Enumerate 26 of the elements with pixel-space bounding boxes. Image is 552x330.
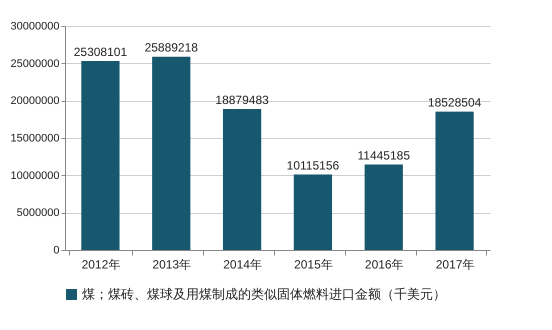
bar bbox=[152, 56, 190, 250]
legend-label: 煤；煤砖、煤球及用煤制成的类似固体燃料进口金额（千美元） bbox=[82, 286, 446, 302]
bar bbox=[364, 164, 403, 250]
data-label: 25889218 bbox=[144, 40, 198, 55]
data-label: 25308101 bbox=[74, 45, 128, 60]
data-label: 10115156 bbox=[286, 158, 340, 172]
y-tick-label: 15000000 bbox=[10, 132, 60, 144]
x-tick-label: 2017年 bbox=[436, 258, 474, 272]
data-label: 18528504 bbox=[428, 96, 482, 110]
y-tick-label: 30000000 bbox=[10, 20, 60, 32]
y-tick-label: 10000000 bbox=[10, 170, 60, 182]
bar bbox=[81, 61, 120, 250]
bar bbox=[222, 109, 262, 250]
data-label: 11445185 bbox=[358, 148, 410, 163]
x-tick-label: 2015年 bbox=[294, 258, 333, 272]
x-tick-label: 2016年 bbox=[364, 258, 404, 272]
bar bbox=[435, 112, 474, 250]
x-tick-label: 2012年 bbox=[82, 258, 120, 272]
y-tick-label: 0 bbox=[53, 244, 60, 256]
x-tick-label: 2014年 bbox=[223, 258, 262, 272]
x-tick-label: 2013年 bbox=[152, 258, 192, 272]
data-label: 18879483 bbox=[215, 93, 270, 108]
y-tick-label: 20000000 bbox=[10, 95, 60, 108]
y-tick-label: 25000000 bbox=[10, 58, 60, 70]
bar bbox=[294, 174, 332, 250]
y-tick-label: 5000000 bbox=[16, 207, 60, 220]
